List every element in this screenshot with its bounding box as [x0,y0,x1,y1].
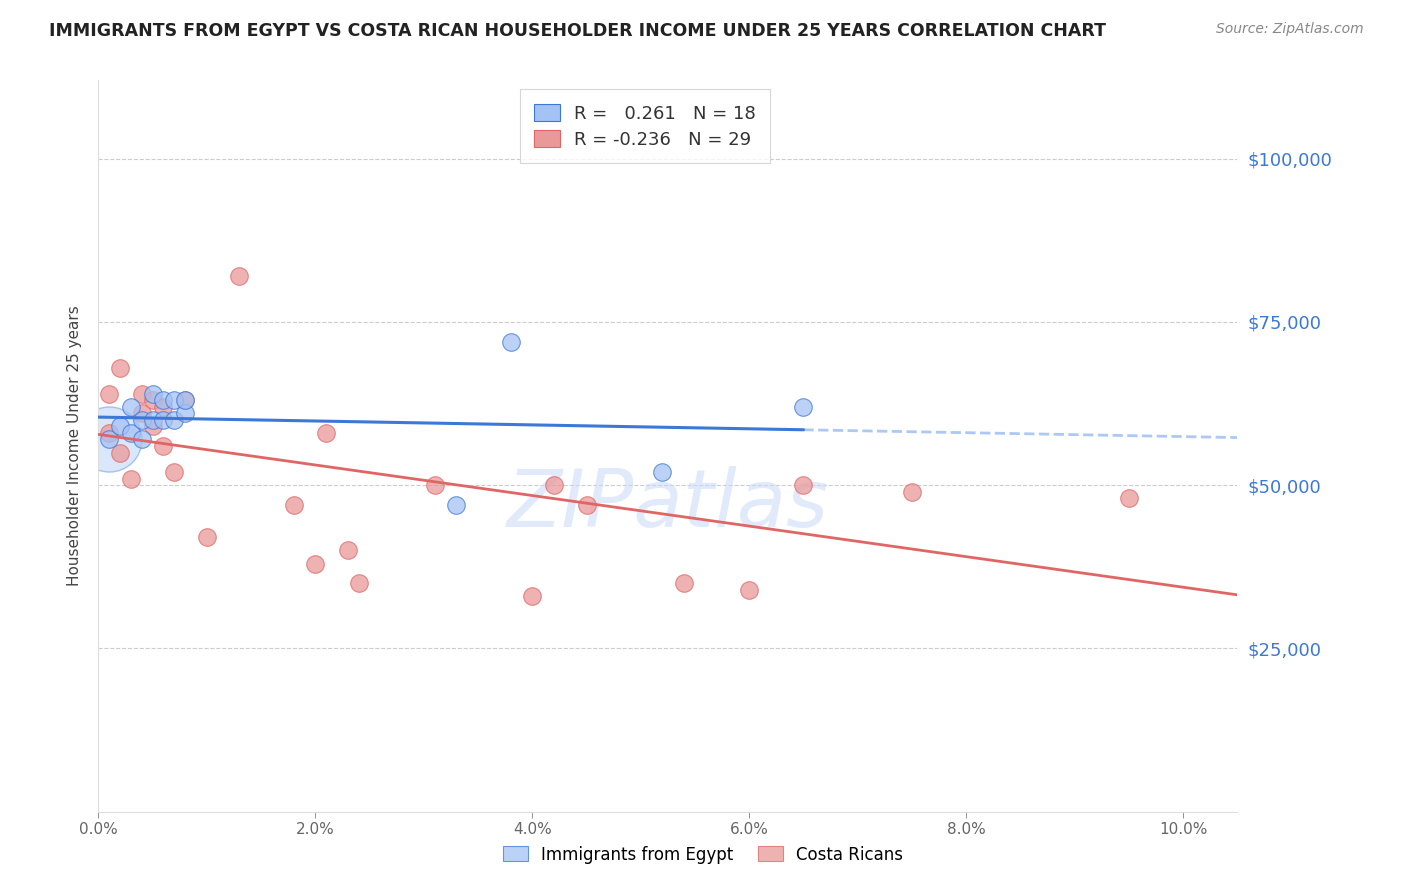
Legend: R =   0.261   N = 18, R = -0.236   N = 29: R = 0.261 N = 18, R = -0.236 N = 29 [520,89,770,163]
Point [152,439,174,453]
Point [174,406,197,420]
Point [651,465,673,479]
Legend: Immigrants from Egypt, Costa Ricans: Immigrants from Egypt, Costa Ricans [496,839,910,871]
Y-axis label: Householder Income Under 25 years: Householder Income Under 25 years [67,306,83,586]
Point [315,425,337,440]
Point [108,445,131,459]
Point [98,433,121,447]
Point [142,393,165,408]
Point [792,400,814,414]
Point [142,386,165,401]
Point [423,478,446,492]
Point [304,557,326,571]
Point [98,425,121,440]
Point [499,334,522,349]
Point [174,393,197,408]
Point [174,393,197,408]
Text: ZIPatlas: ZIPatlas [506,466,830,543]
Point [543,478,565,492]
Point [98,433,121,447]
Point [142,419,165,434]
Point [152,413,174,427]
Point [98,386,121,401]
Point [673,576,696,591]
Point [131,413,153,427]
Point [131,386,153,401]
Point [163,393,186,408]
Point [347,576,370,591]
Text: IMMIGRANTS FROM EGYPT VS COSTA RICAN HOUSEHOLDER INCOME UNDER 25 YEARS CORRELATI: IMMIGRANTS FROM EGYPT VS COSTA RICAN HOU… [49,22,1107,40]
Point [738,582,761,597]
Point [120,425,142,440]
Point [120,400,142,414]
Point [792,478,814,492]
Point [120,472,142,486]
Point [901,484,924,499]
Point [142,413,165,427]
Point [1118,491,1140,506]
Point [228,269,250,284]
Point [108,419,131,434]
Point [163,465,186,479]
Point [195,530,218,544]
Point [131,406,153,420]
Point [522,589,544,603]
Point [131,433,153,447]
Text: Source: ZipAtlas.com: Source: ZipAtlas.com [1216,22,1364,37]
Point [108,360,131,375]
Point [163,413,186,427]
Point [152,393,174,408]
Point [283,498,305,512]
Point [446,498,468,512]
Point [152,400,174,414]
Point [336,543,359,558]
Point [575,498,598,512]
